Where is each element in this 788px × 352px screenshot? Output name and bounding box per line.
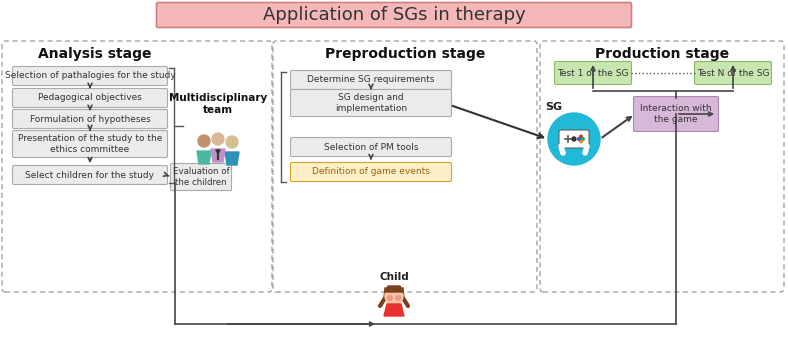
Polygon shape bbox=[385, 286, 403, 292]
Text: Definition of game events: Definition of game events bbox=[312, 168, 430, 176]
FancyBboxPatch shape bbox=[13, 88, 168, 107]
Text: Preproduction stage: Preproduction stage bbox=[325, 47, 485, 61]
Polygon shape bbox=[211, 149, 225, 162]
Polygon shape bbox=[225, 152, 239, 165]
Text: Formulation of hypotheses: Formulation of hypotheses bbox=[30, 114, 151, 124]
Text: Analysis stage: Analysis stage bbox=[39, 47, 152, 61]
Circle shape bbox=[578, 138, 580, 140]
Text: Selection of PM tools: Selection of PM tools bbox=[324, 143, 418, 151]
FancyBboxPatch shape bbox=[555, 62, 631, 84]
FancyBboxPatch shape bbox=[13, 67, 168, 86]
Polygon shape bbox=[384, 288, 404, 298]
Text: Presentation of the study to the
ethics committee: Presentation of the study to the ethics … bbox=[18, 134, 162, 154]
Circle shape bbox=[580, 140, 582, 143]
Circle shape bbox=[572, 137, 576, 141]
Circle shape bbox=[548, 113, 600, 165]
Text: Test 1 of the SG: Test 1 of the SG bbox=[557, 69, 629, 77]
Text: Selection of pathalogies for the study: Selection of pathalogies for the study bbox=[5, 71, 176, 81]
FancyBboxPatch shape bbox=[291, 70, 452, 89]
FancyBboxPatch shape bbox=[170, 163, 232, 190]
Text: Interaction with
the game: Interaction with the game bbox=[640, 104, 712, 124]
FancyBboxPatch shape bbox=[13, 165, 168, 184]
Text: Production stage: Production stage bbox=[595, 47, 729, 61]
FancyBboxPatch shape bbox=[291, 138, 452, 157]
FancyBboxPatch shape bbox=[291, 163, 452, 182]
Text: Select children for the study: Select children for the study bbox=[25, 170, 154, 180]
Circle shape bbox=[212, 133, 224, 145]
FancyBboxPatch shape bbox=[559, 130, 589, 148]
FancyBboxPatch shape bbox=[291, 89, 452, 117]
Polygon shape bbox=[197, 151, 211, 164]
Text: Multidisciplinary
team: Multidisciplinary team bbox=[169, 93, 267, 115]
FancyBboxPatch shape bbox=[13, 131, 168, 157]
Circle shape bbox=[582, 138, 584, 140]
FancyBboxPatch shape bbox=[694, 62, 771, 84]
Circle shape bbox=[396, 295, 400, 301]
Text: Determine SG requirements: Determine SG requirements bbox=[307, 75, 435, 84]
Circle shape bbox=[580, 135, 582, 138]
Circle shape bbox=[385, 287, 403, 305]
Text: Application of SGs in therapy: Application of SGs in therapy bbox=[262, 6, 526, 24]
FancyBboxPatch shape bbox=[13, 109, 168, 128]
Text: SG design and
implementation: SG design and implementation bbox=[335, 93, 407, 113]
Text: Child: Child bbox=[379, 272, 409, 282]
Text: Test N of the SG: Test N of the SG bbox=[697, 69, 769, 77]
Text: Pedagogical objectives: Pedagogical objectives bbox=[38, 94, 142, 102]
Circle shape bbox=[226, 136, 238, 148]
Polygon shape bbox=[384, 304, 404, 316]
FancyBboxPatch shape bbox=[157, 2, 631, 27]
Circle shape bbox=[198, 135, 210, 147]
Text: SG: SG bbox=[545, 102, 563, 112]
Text: Evaluation of
the children: Evaluation of the children bbox=[173, 167, 229, 187]
Circle shape bbox=[388, 295, 392, 301]
FancyBboxPatch shape bbox=[634, 96, 719, 132]
